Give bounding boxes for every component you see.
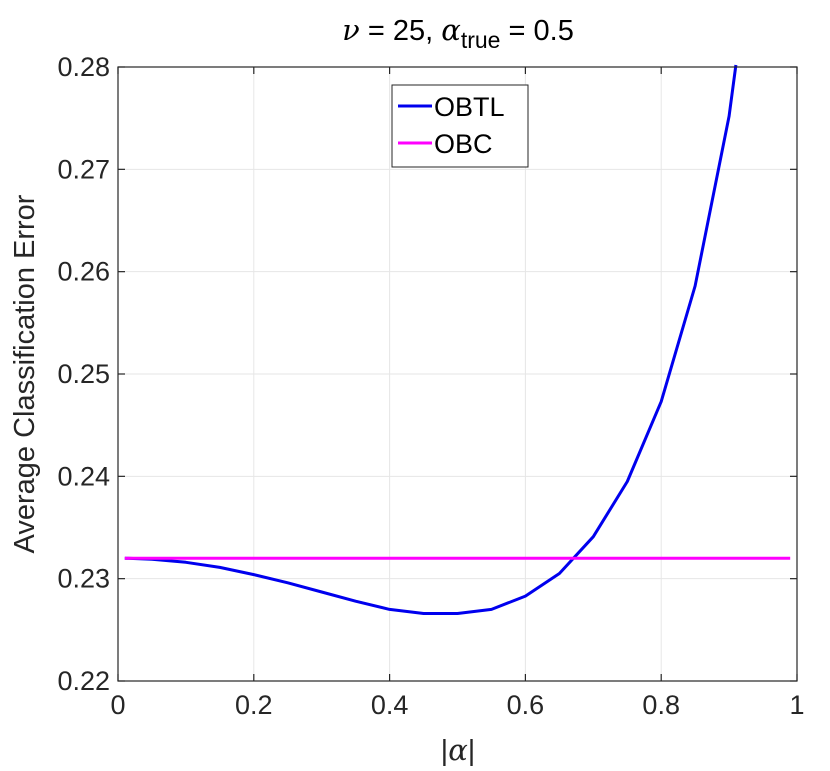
x-tick-label: 0 — [110, 690, 125, 720]
legend-label-obtl: OBTL — [434, 92, 505, 122]
x-tick-label: 0.8 — [642, 690, 680, 720]
title-alpha-subscript: true — [461, 27, 501, 53]
x-axis-label: |α| — [441, 733, 476, 767]
legend: OBTL OBC — [391, 84, 529, 168]
x-label-bar-left: | — [441, 735, 449, 767]
y-tick-label: 0.26 — [57, 257, 110, 287]
y-tick-label: 0.25 — [57, 359, 110, 389]
x-label-bar-right: | — [468, 735, 476, 767]
series-line-obtl — [124, 64, 738, 615]
legend-label-obc: OBC — [434, 129, 493, 159]
title-part-1: = 25, — [360, 15, 441, 47]
y-tick-label: 0.27 — [57, 154, 110, 184]
x-label-alpha-symbol: α — [448, 733, 468, 767]
x-tick-labels: 0 0.2 0.4 0.6 0.8 1 — [110, 690, 804, 720]
title-part-2: = 0.5 — [500, 15, 573, 47]
title-nu-symbol: ν — [342, 13, 360, 47]
x-tick-label: 0.2 — [235, 690, 273, 720]
title-alpha-symbol: α — [441, 13, 461, 47]
x-tick-label: 0.4 — [371, 690, 409, 720]
legend-box — [391, 84, 529, 168]
y-tick-label: 0.22 — [57, 666, 110, 696]
y-tick-label: 0.24 — [57, 461, 110, 491]
chart-title: ν = 25, αtrue = 0.5 — [342, 13, 574, 53]
y-axis-label: Average Classification Error — [9, 194, 41, 553]
y-tick-label: 0.23 — [57, 564, 110, 594]
x-tick-label: 0.6 — [507, 690, 545, 720]
series-lines — [124, 64, 791, 615]
y-tick-labels: 0.22 0.23 0.24 0.25 0.26 0.27 0.28 — [57, 52, 110, 696]
tick-marks — [117, 66, 798, 682]
x-tick-label: 1 — [789, 690, 804, 720]
y-tick-label: 0.28 — [57, 52, 110, 82]
grid-lines — [117, 66, 798, 682]
